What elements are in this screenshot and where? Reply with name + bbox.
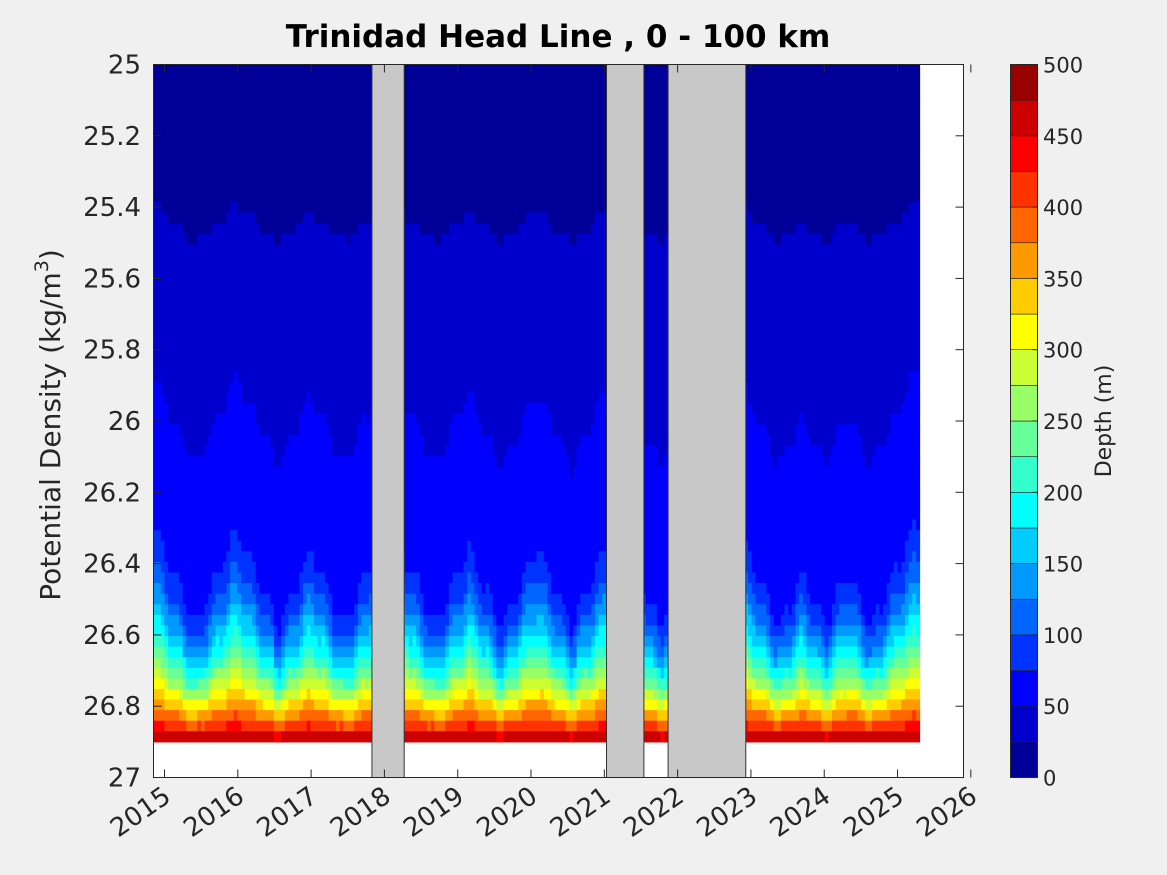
- colorbar-swatch: [1010, 385, 1038, 422]
- y-tick-label: 25: [108, 51, 141, 81]
- y-axis-label: Potential Density (kg/m3): [31, 249, 67, 601]
- colorbar-swatch: [1010, 563, 1038, 600]
- y-tick-label: 26.2: [83, 478, 141, 508]
- y-tick-label: 26.4: [83, 550, 141, 580]
- colorbar-swatch: [1010, 420, 1038, 457]
- colorbar-label: Depth (m): [1092, 365, 1117, 478]
- colorbar-swatch: [1010, 670, 1038, 707]
- colorbar-tick-label: 500: [1043, 54, 1083, 78]
- y-tick-label: 25.8: [83, 336, 141, 366]
- colorbar-tick-label: 450: [1043, 125, 1083, 149]
- missing-data-gap: [667, 64, 747, 778]
- colorbar-tick-label: 50: [1043, 695, 1070, 719]
- colorbar-tick-label: 150: [1043, 553, 1083, 577]
- y-tick-label: 26.8: [83, 692, 141, 722]
- colorbar-tick-label: 100: [1043, 624, 1083, 648]
- colorbar-tick-label: 250: [1043, 410, 1083, 434]
- colorbar-swatch: [1010, 456, 1038, 493]
- x-tick-label: 2018: [325, 781, 396, 844]
- colorbar-tick-label: 350: [1043, 267, 1083, 291]
- x-tick-label: 2017: [252, 781, 323, 844]
- colorbar-swatch: [1010, 278, 1038, 315]
- colorbar-swatch: [1010, 527, 1038, 564]
- colorbar-swatch: [1010, 64, 1038, 101]
- missing-data-gap: [606, 64, 645, 778]
- x-tick-label: 2024: [765, 781, 836, 844]
- colorbar-swatch: [1010, 99, 1038, 137]
- plot-area: [153, 64, 964, 778]
- x-tick-label: 2026: [911, 781, 982, 844]
- colorbar-swatch: [1010, 349, 1038, 386]
- colorbar-swatch: [1010, 634, 1038, 671]
- missing-data-gap: [371, 64, 405, 778]
- colorbar-tick-label: 0: [1043, 767, 1056, 791]
- y-tick-label: 26: [108, 407, 141, 437]
- y-tick-label: 25.6: [83, 264, 141, 294]
- colorbar-swatch: [1010, 705, 1038, 743]
- chart-title: Trinidad Head Line , 0 - 100 km: [286, 19, 831, 55]
- colorbar-swatch: [1010, 741, 1038, 778]
- x-tick-label: 2022: [618, 781, 689, 844]
- y-tick-label: 27: [108, 764, 141, 794]
- colorbar: 0 50 100 150 200 250 300 350 400 450 500: [1010, 54, 1083, 791]
- x-tick-label: 2016: [178, 781, 249, 844]
- colorbar-swatch: [1010, 171, 1038, 208]
- colorbar-swatch: [1010, 313, 1038, 350]
- colorbar-swatch: [1010, 135, 1038, 172]
- x-tick-label: 2025: [838, 781, 909, 844]
- colorbar-tick-label: 400: [1043, 196, 1083, 220]
- y-tick-label: 25.4: [83, 193, 141, 223]
- y-tick-label: 25.2: [83, 122, 141, 152]
- x-tick-label: 2019: [398, 781, 469, 844]
- colorbar-tick-label: 300: [1043, 339, 1083, 363]
- colorbar-swatch: [1010, 206, 1038, 244]
- x-tick-label: 2020: [472, 781, 543, 844]
- y-tick-label: 26.6: [83, 621, 141, 651]
- colorbar-swatch: [1010, 598, 1038, 636]
- colorbar-tick-label: 200: [1043, 481, 1083, 505]
- x-tick-label: 2021: [545, 781, 616, 844]
- colorbar-swatch: [1010, 491, 1038, 529]
- x-tick-label: 2023: [692, 781, 763, 844]
- colorbar-swatch: [1010, 242, 1038, 279]
- y-axis: 25 25.2 25.4 25.6 25.8 26 26.2 26.4 26.6 26.8 27: [83, 51, 964, 794]
